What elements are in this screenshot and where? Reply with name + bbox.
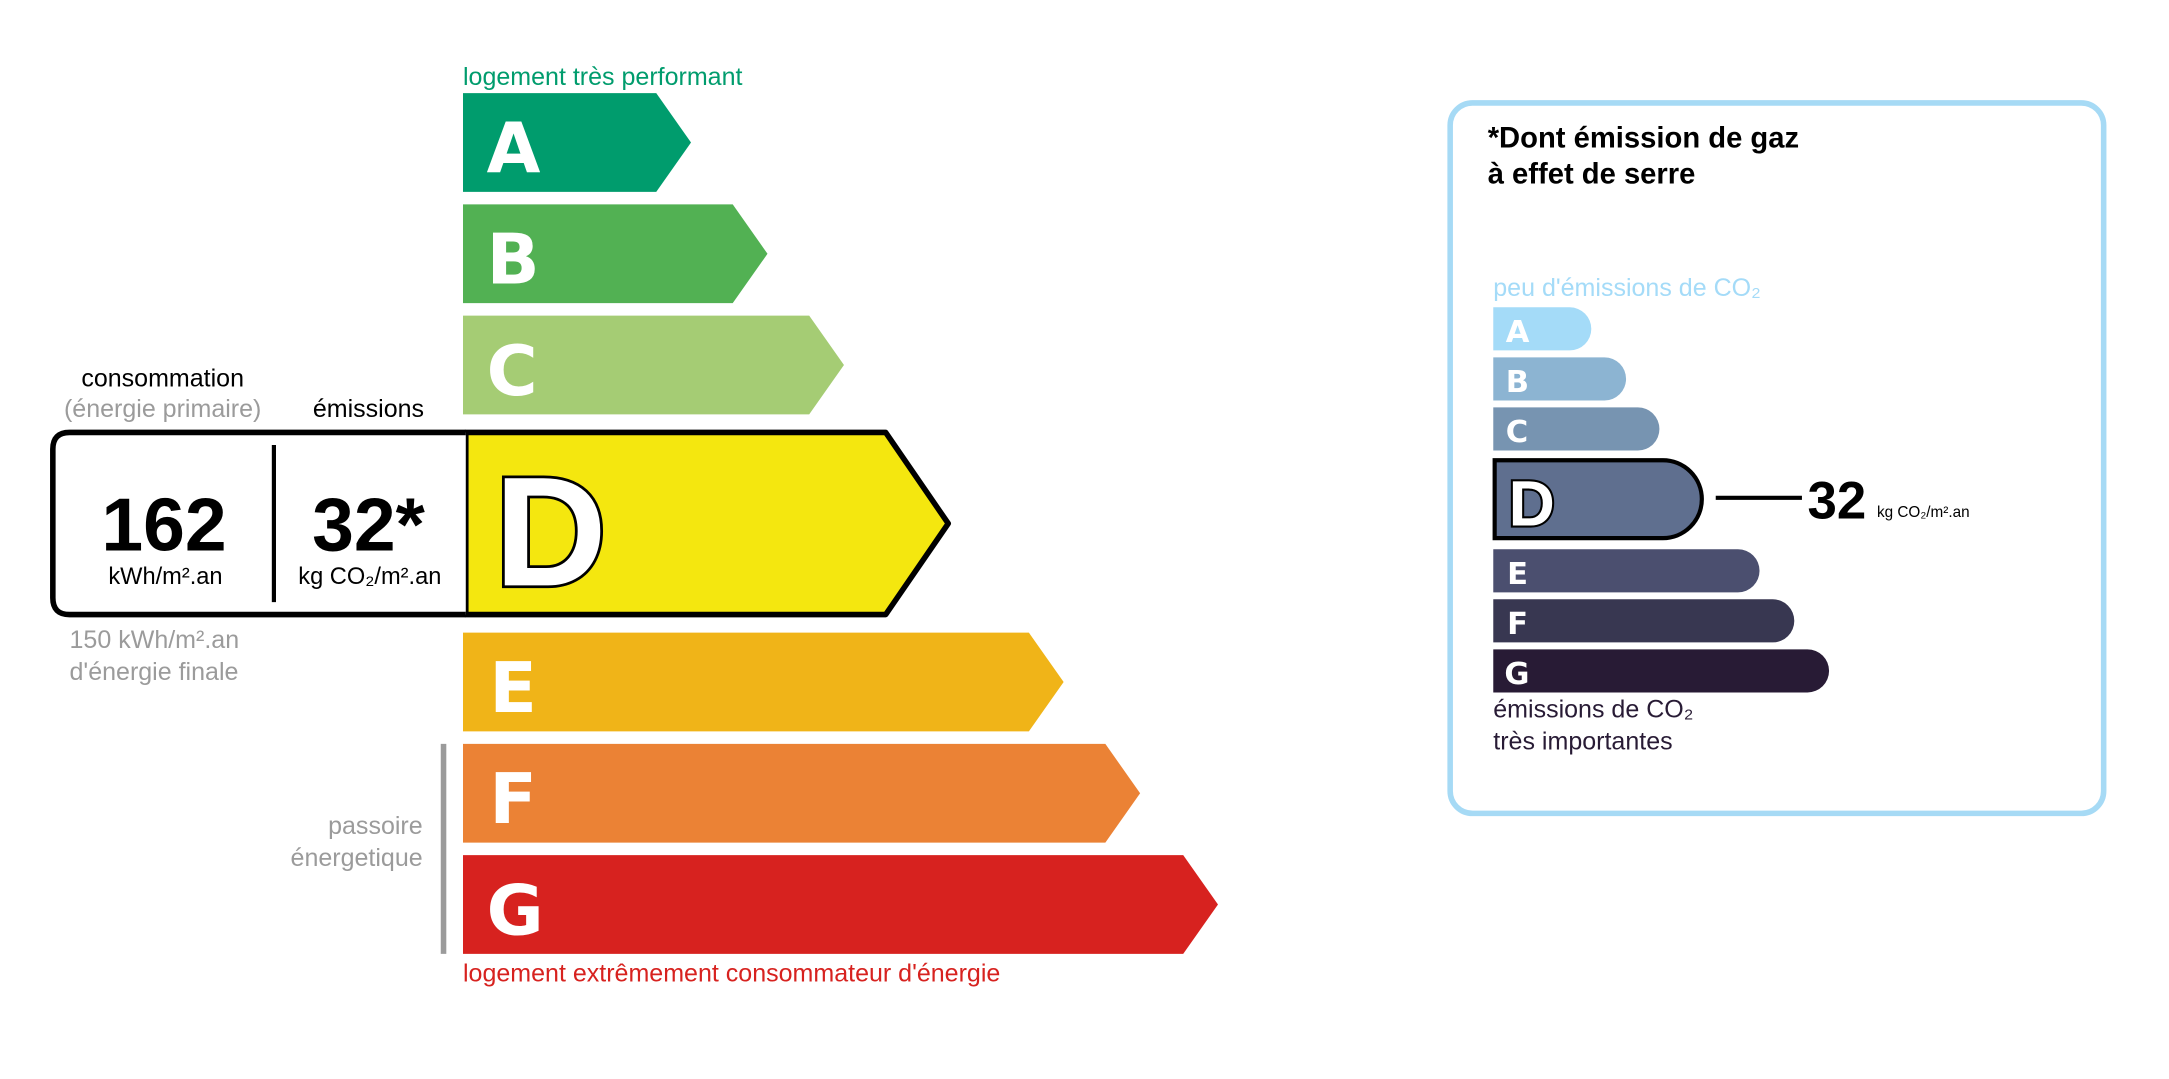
energy-current-class: D 162 kWh/m².an 32* kg CO₂/m².an (50, 429, 952, 621)
consumption-label: consommation (81, 365, 244, 393)
ges-bar-f: F (1493, 599, 1795, 643)
energy-bar-e: E (462, 632, 1064, 732)
energy-bar-d-letter: D (494, 444, 606, 618)
ges-bar-g-shape (1493, 649, 1830, 693)
ges-bar-a: A (1493, 307, 1592, 351)
ges-bar-c: C (1493, 407, 1660, 451)
emissions-label: émissions (313, 395, 424, 423)
ges-bar-c-letter: C (1506, 415, 1528, 450)
energy-bar-b-shape (462, 204, 768, 304)
ges-bar-a-shape (1493, 307, 1592, 351)
energy-bottom-label: logement extrêmement consommateur d'éner… (463, 960, 1000, 988)
ges-bar-g: G (1493, 649, 1830, 693)
ges-bar-e-letter: E (1507, 557, 1528, 592)
ges-bar-b: B (1493, 357, 1627, 401)
emissions-unit: kg CO₂/m².an (298, 564, 441, 590)
consumption-sublabel: (énergie primaire) (64, 395, 261, 423)
energy-bar-e-shape (462, 632, 1064, 732)
emissions-value: 32* (312, 483, 426, 567)
passoire-label-line1: passoire (328, 812, 423, 840)
energy-bar-a: A (462, 93, 692, 192)
passoire-label-line2: énergetique (291, 844, 423, 872)
ges-bar-a-letter: A (1506, 315, 1530, 350)
ges-title-line1: *Dont émission de gaz (1488, 122, 1799, 154)
energy-bar-a-letter: A (487, 108, 541, 189)
final-energy-label: d'énergie finale (70, 658, 239, 686)
energy-bar-a-shape (462, 93, 692, 192)
energy-bar-c: C (462, 315, 844, 415)
ges-bar-e-shape (1493, 549, 1760, 593)
energy-bar-b-letter: B (487, 220, 540, 301)
energy-bar-g-shape (462, 855, 1218, 954)
energy-bar-f-shape (462, 743, 1141, 843)
energy-bar-f-letter: F (489, 759, 536, 840)
energy-top-label: logement très performant (463, 63, 743, 91)
energy-bar-c-letter: C (487, 331, 538, 412)
ges-bar-c-shape (1493, 407, 1660, 451)
ges-bar-d-shape (1492, 458, 1704, 541)
energy-value-box (50, 429, 466, 618)
ges-bar-e: E (1493, 549, 1760, 593)
ges-bar-f-letter: F (1507, 607, 1528, 642)
ges-bar-d-letter: D (1509, 468, 1555, 540)
ges-panel: *Dont émission de gaz à effet de serre p… (1447, 100, 2107, 817)
ges-bar-f-shape (1493, 599, 1795, 643)
ges-current-class: D 32 kg CO₂/m².an (1492, 458, 1970, 542)
ges-title-line2: à effet de serre (1488, 159, 1696, 191)
ges-bottom-label-line1: émissions de CO₂ (1493, 695, 1693, 723)
ges-bar-g-letter: G (1504, 657, 1529, 692)
final-energy-value: 150 kWh/m².an (70, 626, 240, 654)
consumption-value: 162 (101, 483, 226, 567)
energy-bar-e-letter: E (489, 648, 536, 729)
ges-top-label: peu d'émissions de CO₂ (1493, 274, 1761, 302)
energy-bar-f: F (462, 743, 1141, 843)
ges-bar-b-shape (1493, 357, 1627, 401)
energy-bar-b: B (462, 204, 768, 304)
energy-bar-g-letter: G (487, 870, 544, 951)
ges-value: 32 (1808, 472, 1867, 531)
consumption-unit: kWh/m².an (108, 564, 222, 590)
ges-unit: kg CO₂/m².an (1877, 504, 1970, 521)
ges-bar-b-letter: B (1506, 365, 1529, 400)
ges-bottom-label-line2: très importantes (1493, 727, 1672, 755)
energy-bar-c-shape (462, 315, 844, 415)
energy-bar-g: G (462, 855, 1218, 954)
